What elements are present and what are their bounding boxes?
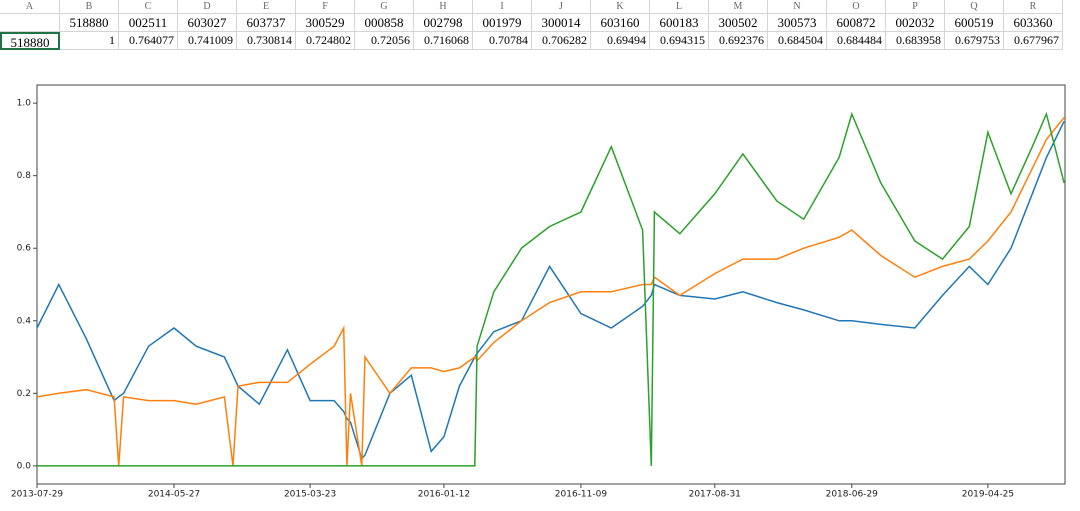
cell[interactable]: 1 xyxy=(60,32,119,50)
cell[interactable]: 002798 xyxy=(414,14,473,32)
series-line xyxy=(36,120,1065,461)
cell[interactable]: 603160 xyxy=(591,14,650,32)
y-tick-label: 0.4 xyxy=(17,316,32,326)
column-header[interactable]: R xyxy=(1004,0,1063,14)
cell[interactable]: 0.683958 xyxy=(886,32,945,50)
cell[interactable]: 0.72056 xyxy=(355,32,414,50)
column-header[interactable]: P xyxy=(886,0,945,14)
cell[interactable]: 0.764077 xyxy=(119,32,178,50)
cell[interactable]: 300529 xyxy=(296,14,355,32)
column-header[interactable]: G xyxy=(355,0,414,14)
column-header[interactable]: F xyxy=(296,0,355,14)
cell[interactable]: 0.684504 xyxy=(768,32,827,50)
cell[interactable]: 0.716068 xyxy=(414,32,473,50)
spreadsheet: A B C D E F G H I J K L M N O P Q R 518880 002511 603027 6037… xyxy=(0,0,1080,52)
x-tick-label: 2016-01-12 xyxy=(418,490,470,500)
cell[interactable]: 002511 xyxy=(119,14,178,32)
y-tick-label: 1.0 xyxy=(17,99,32,109)
column-header[interactable]: B xyxy=(60,0,119,14)
cell[interactable]: 600183 xyxy=(650,14,709,32)
column-header[interactable]: L xyxy=(650,0,709,14)
cell[interactable]: 002032 xyxy=(886,14,945,32)
column-header[interactable]: C xyxy=(119,0,178,14)
series-line xyxy=(37,111,1065,467)
x-tick-label: 2014-05-27 xyxy=(148,490,200,500)
column-header[interactable]: I xyxy=(473,0,532,14)
cell[interactable]: 0.677967 xyxy=(1004,32,1063,50)
cell[interactable]: 603360 xyxy=(1004,14,1063,32)
cell[interactable]: 0.694315 xyxy=(650,32,709,50)
column-header[interactable]: M xyxy=(709,0,768,14)
x-tick-label: 2018-06-29 xyxy=(826,490,879,500)
column-header[interactable]: E xyxy=(237,0,296,14)
series-line xyxy=(36,117,1065,467)
x-tick-label: 2019-04-25 xyxy=(962,490,1014,500)
cell[interactable]: 300502 xyxy=(709,14,768,32)
cell[interactable]: 0.70784 xyxy=(473,32,532,50)
cell[interactable]: 0.679753 xyxy=(945,32,1004,50)
cell[interactable]: 0.684484 xyxy=(827,32,886,50)
cell[interactable]: 0.724802 xyxy=(296,32,355,50)
x-tick-label: 2017-08-31 xyxy=(689,490,741,500)
x-tick-label: 2015-03-23 xyxy=(284,490,336,500)
column-header[interactable]: A xyxy=(0,0,60,14)
cell[interactable]: 0.741009 xyxy=(178,32,237,50)
column-header[interactable]: N xyxy=(768,0,827,14)
cell[interactable]: 0.692376 xyxy=(709,32,768,50)
column-header[interactable]: D xyxy=(178,0,237,14)
x-tick-label: 2013-07-29 xyxy=(11,490,64,500)
cell[interactable]: 0.730814 xyxy=(237,32,296,50)
cell[interactable]: 000858 xyxy=(355,14,414,32)
cell[interactable]: 518880 xyxy=(0,32,60,50)
cell[interactable]: 518880 xyxy=(60,14,119,32)
y-tick-label: 0.0 xyxy=(17,461,32,471)
cell[interactable]: 300573 xyxy=(768,14,827,32)
column-header[interactable]: H xyxy=(414,0,473,14)
y-tick-label: 0.6 xyxy=(17,244,32,254)
column-header[interactable]: O xyxy=(827,0,886,14)
cell[interactable]: 603737 xyxy=(237,14,296,32)
column-header[interactable]: K xyxy=(591,0,650,14)
x-tick-label: 2016-11-09 xyxy=(555,490,608,500)
cell[interactable]: 600519 xyxy=(945,14,1004,32)
cell[interactable]: 001979 xyxy=(473,14,532,32)
column-header[interactable]: J xyxy=(532,0,591,14)
plot-frame xyxy=(36,84,1066,485)
cell[interactable]: 600872 xyxy=(827,14,886,32)
cell[interactable]: 0.69494 xyxy=(591,32,650,50)
cell[interactable]: 300014 xyxy=(532,14,591,32)
y-tick-label: 0.8 xyxy=(17,171,32,181)
y-tick-label: 0.2 xyxy=(17,389,31,399)
column-header[interactable]: Q xyxy=(945,0,1004,14)
cell[interactable] xyxy=(0,14,60,32)
cell[interactable]: 0.706282 xyxy=(532,32,591,50)
cell[interactable]: 603027 xyxy=(178,14,237,32)
